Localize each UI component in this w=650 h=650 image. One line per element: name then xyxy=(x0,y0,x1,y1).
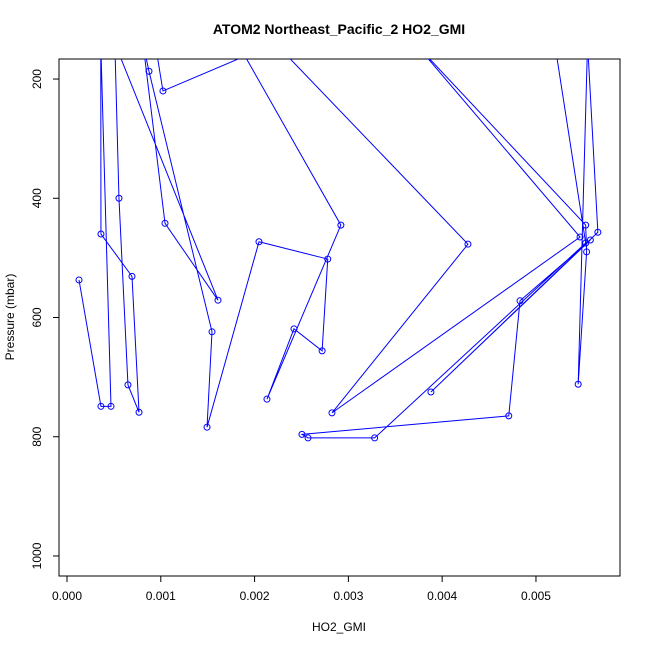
x-tick-label: 0.000 xyxy=(52,589,82,603)
y-axis-label: Pressure (mbar) xyxy=(3,274,17,361)
data-point xyxy=(145,67,153,75)
y-tick-label: 1000 xyxy=(30,542,44,569)
chart-title: ATOM2 Northeast_Pacific_2 HO2_GMI xyxy=(213,21,465,37)
data-point xyxy=(214,296,222,304)
data-point xyxy=(140,40,146,46)
data-point xyxy=(582,221,590,229)
data-point xyxy=(582,239,590,247)
data-point xyxy=(97,402,105,410)
data-point xyxy=(505,412,513,420)
data-line xyxy=(78,59,599,439)
data-point xyxy=(115,194,123,202)
data-point xyxy=(135,408,143,416)
x-tick-label: 0.001 xyxy=(146,589,176,603)
x-tick-label: 0.005 xyxy=(521,589,551,603)
data-point xyxy=(203,423,211,431)
data-point xyxy=(328,409,336,417)
y-tick-label: 600 xyxy=(30,307,44,327)
y-tick-label: 800 xyxy=(30,426,44,446)
data-point xyxy=(464,240,472,248)
data-point xyxy=(272,40,278,46)
data-point xyxy=(585,40,591,46)
data-point xyxy=(152,40,158,46)
x-tick-label: 0.003 xyxy=(333,589,363,603)
data-point xyxy=(412,40,418,46)
data-point xyxy=(516,297,524,305)
data-point xyxy=(161,219,169,227)
data-point xyxy=(318,347,326,355)
data-point xyxy=(75,276,83,284)
data-point xyxy=(97,230,105,238)
data-point xyxy=(128,272,136,280)
data-point xyxy=(324,255,332,263)
data-point xyxy=(98,40,104,46)
data-point xyxy=(371,434,379,442)
data-point xyxy=(583,248,591,256)
data-point xyxy=(208,328,216,336)
plot-frame xyxy=(58,58,621,577)
data-point xyxy=(235,40,241,46)
data-point xyxy=(159,87,167,95)
data-point xyxy=(263,395,271,403)
data-point xyxy=(552,40,558,46)
data-point xyxy=(304,434,312,442)
x-tick-label: 0.002 xyxy=(240,589,270,603)
data-point xyxy=(124,381,132,389)
x-axis-label: HO2_GMI xyxy=(312,620,366,634)
data-point xyxy=(290,325,298,333)
plot-area xyxy=(75,40,602,442)
data-point xyxy=(298,430,306,438)
y-tick-label: 400 xyxy=(30,188,44,208)
x-tick-label: 0.004 xyxy=(427,589,457,603)
y-tick-label: 200 xyxy=(30,69,44,89)
data-point xyxy=(576,233,584,241)
data-point xyxy=(574,380,582,388)
data-point xyxy=(337,221,345,229)
data-point xyxy=(594,228,602,236)
data-point xyxy=(427,388,435,396)
data-point xyxy=(107,402,115,410)
data-point xyxy=(255,238,263,246)
data-point xyxy=(112,40,118,46)
